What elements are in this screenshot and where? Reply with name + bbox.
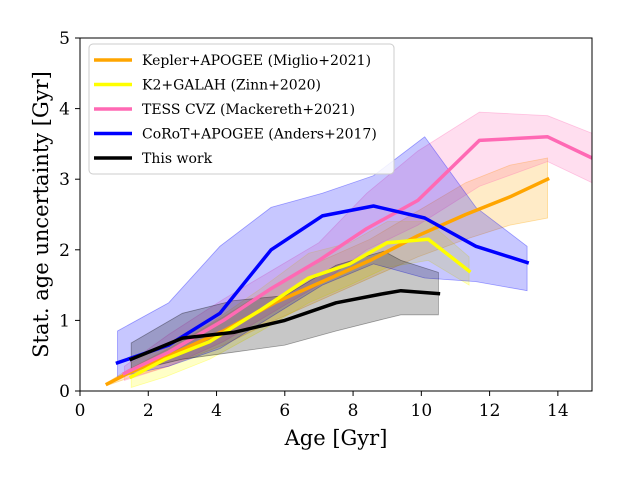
line-kepler-apogee-miglio-2021 [104,176,550,387]
legend: Kepler+APOGEE (Miglio+2021) K2+GALAH (Zin… [88,43,395,175]
legend-label-kepler-apogee-miglio-2021: Kepler+APOGEE (Miglio+2021) [142,53,371,69]
legend-label-tess-cvz-mackereth-2021: TESS CVZ (Mackereth+2021) [142,102,355,118]
y-tick-label: 3 [59,170,70,190]
y-axis-label: Stat. age uncertainty [Gyr] [29,71,53,358]
legend-label-corot-apogee-anders-2017: CoRoT+APOGEE (Anders+2017) [142,127,377,143]
x-tick-label: 12 [479,401,501,421]
legend-label-k2-galah-zinn-2020: K2+GALAH (Zinn+2020) [142,78,321,94]
y-axis-ticks: 0 1 2 3 4 5 [59,29,80,402]
y-tick-label: 2 [59,241,70,261]
legend-label-this-work: This work [142,151,213,167]
legend-box [88,43,395,175]
x-tick-label: 8 [348,401,359,421]
x-axis-label: Age [Gyr] [284,426,388,450]
y-tick-label: 4 [59,100,70,120]
x-tick-label: 0 [75,401,86,421]
x-tick-label: 6 [279,401,290,421]
y-tick-label: 0 [59,382,70,402]
band-k2-galah-zinn-2020 [130,221,470,389]
line-corot-apogee-anders-2017 [115,204,530,366]
x-tick-label: 10 [411,401,433,421]
plot-frame [79,37,593,392]
y-tick-label: 1 [59,311,70,331]
series-lines [104,135,592,387]
x-axis-ticks: 0 2 4 6 8 10 12 14 [75,391,569,421]
y-tick-label: 5 [59,29,70,49]
x-tick-label: 14 [547,401,569,421]
x-tick-label: 4 [211,401,222,421]
x-tick-label: 2 [143,401,154,421]
line-this-work [128,288,441,362]
line-k2-galah-zinn-2020 [128,237,472,380]
